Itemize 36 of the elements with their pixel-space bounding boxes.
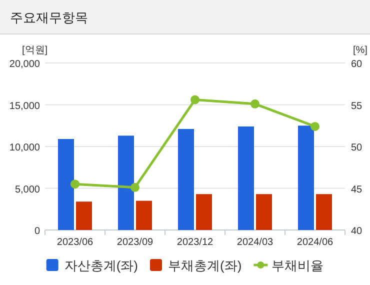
y-tick-label: 20,000 (9, 59, 40, 70)
bar (58, 138, 74, 230)
bar (238, 126, 254, 230)
legend-label: 부채총계(좌) (168, 258, 242, 273)
bar (118, 136, 134, 230)
y-tick-label: 0 (34, 226, 40, 237)
x-tick-label: 2023/09 (116, 237, 154, 248)
bar (196, 194, 212, 230)
bar (76, 202, 92, 230)
y2-tick-label: 55 (351, 100, 363, 112)
bar (256, 194, 272, 230)
y2-tick-label: 40 (351, 226, 363, 237)
point (310, 122, 320, 131)
y2-tick-label: 50 (351, 142, 363, 154)
title: 주요재무항목 (10, 10, 88, 25)
y-tick-label: 10,000 (9, 142, 40, 154)
y2-tick-label: 45 (351, 184, 363, 196)
legend-label: 부채비율 (272, 258, 324, 273)
bar (298, 126, 314, 230)
y2-axis-title: [%] (353, 45, 368, 56)
point (250, 99, 260, 108)
bar (316, 194, 332, 230)
x-tick-label: 2024/06 (296, 237, 334, 248)
bar (136, 200, 152, 230)
point (130, 182, 140, 192)
x-tick-label: 2024/03 (236, 237, 274, 248)
x-tick-label: 2023/12 (176, 237, 214, 248)
x-tick-label: 2023/06 (56, 237, 94, 248)
bar (178, 128, 194, 230)
y2-tick-label: 60 (351, 59, 363, 70)
point (70, 180, 80, 189)
legend-label: 자산총계(좌) (64, 258, 138, 273)
point (190, 95, 200, 104)
y-tick-label: 15,000 (9, 100, 40, 112)
y-tick-label: 5,000 (14, 184, 40, 196)
y-axis-title: [억원] (22, 45, 48, 56)
